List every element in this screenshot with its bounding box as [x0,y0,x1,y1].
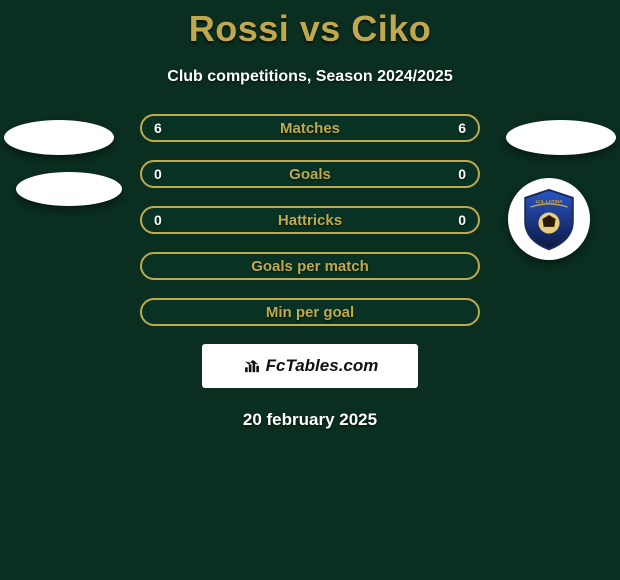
stat-row: Goals per match [140,252,480,280]
page-title: Rossi vs Ciko [0,0,620,50]
fctables-logo: FcTables.com [202,344,418,388]
player-badge-left-bottom [16,172,122,206]
stat-label: Min per goal [142,304,478,321]
stat-label: Goals [142,166,478,183]
subtitle: Club competitions, Season 2024/2025 [0,68,620,86]
logo-text: FcTables.com [266,356,379,376]
stat-value-right: 0 [458,212,466,228]
club-badge-right: U.S. LATINA [508,178,590,260]
stats-table: 6Matches60Goals00Hattricks0Goals per mat… [140,114,480,326]
club-crest-icon: U.S. LATINA [516,186,582,252]
date-text: 20 february 2025 [0,410,620,430]
bar-chart-icon [242,357,262,375]
player-badge-right-top [506,120,616,155]
stat-value-right: 0 [458,166,466,182]
stat-row: 0Hattricks0 [140,206,480,234]
stat-label: Matches [142,120,478,137]
stat-label: Goals per match [142,258,478,275]
stat-row: 0Goals0 [140,160,480,188]
player-badge-left-top [4,120,114,155]
stat-label: Hattricks [142,212,478,229]
stat-value-right: 6 [458,120,466,136]
svg-text:U.S. LATINA: U.S. LATINA [536,199,563,204]
stat-row: 6Matches6 [140,114,480,142]
stat-row: Min per goal [140,298,480,326]
